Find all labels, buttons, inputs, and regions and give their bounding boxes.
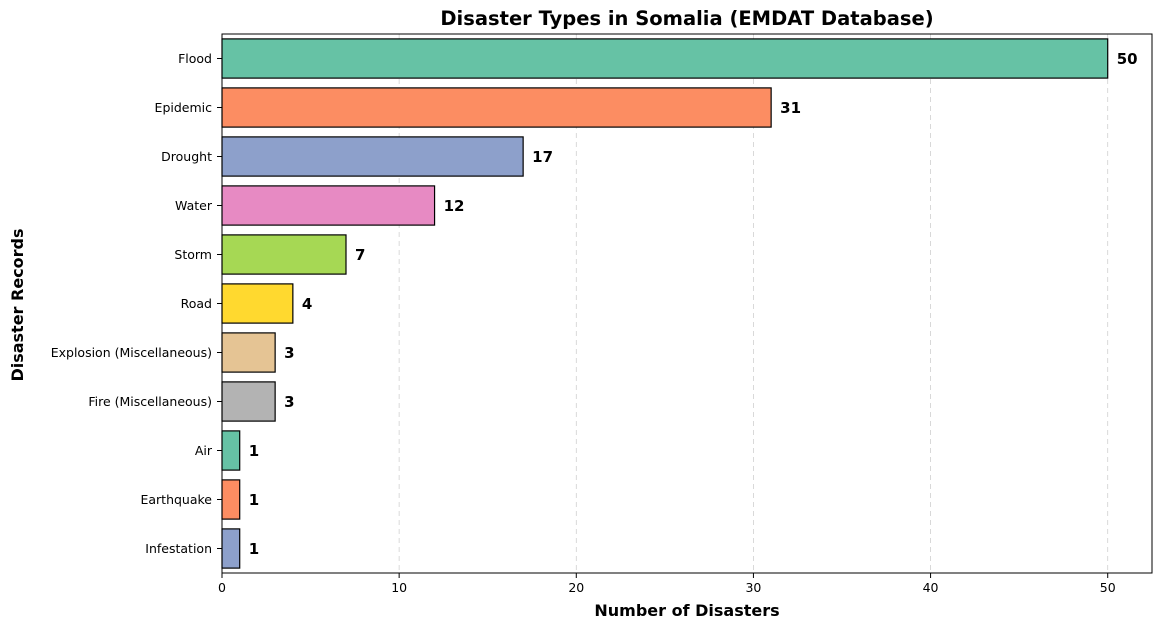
- y-tick-label: Epidemic: [155, 100, 213, 115]
- bar-explosion-miscellaneous: [221, 332, 276, 373]
- data-label: 1: [249, 491, 259, 509]
- bar-flood: [221, 38, 1109, 79]
- x-tick-label: 10: [391, 580, 407, 595]
- y-tick-label: Air: [195, 443, 213, 458]
- data-label: 1: [249, 442, 259, 460]
- data-label: 1: [249, 540, 259, 558]
- y-tick-label: Infestation: [145, 541, 212, 556]
- bar-storm: [221, 234, 347, 275]
- bar-drought: [221, 136, 524, 177]
- y-axis-ticks: Flood Epidemic Drought Water Storm Road Explos…: [51, 51, 222, 556]
- x-tick-label: 0: [218, 580, 226, 595]
- data-label: 12: [444, 197, 465, 215]
- y-tick-label: Flood: [178, 51, 212, 66]
- bar-water: [221, 185, 436, 226]
- y-tick-label: Drought: [161, 149, 212, 164]
- x-axis-ticks: 0 10 20 30 40 50: [218, 573, 1116, 595]
- y-tick-label: Water: [175, 198, 213, 213]
- x-tick-label: 50: [1100, 580, 1116, 595]
- y-tick-label: Explosion (Miscellaneous): [51, 345, 212, 360]
- bar-epidemic: [221, 87, 772, 128]
- data-label: 4: [302, 295, 312, 313]
- x-axis-title: Number of Disasters: [594, 601, 779, 620]
- data-label: 7: [355, 246, 365, 264]
- data-label: 3: [284, 344, 294, 362]
- bars: [221, 38, 1109, 569]
- x-tick-label: 40: [923, 580, 939, 595]
- y-axis-title: Disaster Records: [8, 228, 27, 381]
- y-tick-label: Storm: [174, 247, 212, 262]
- x-tick-label: 20: [568, 580, 584, 595]
- bar-air: [221, 430, 241, 471]
- x-tick-label: 30: [745, 580, 761, 595]
- y-tick-label: Fire (Miscellaneous): [88, 394, 212, 409]
- data-label: 17: [532, 148, 553, 166]
- y-tick-label: Earthquake: [140, 492, 212, 507]
- bar-road: [221, 283, 294, 324]
- bar-fire-miscellaneous: [221, 381, 276, 422]
- y-tick-label: Road: [181, 296, 212, 311]
- data-label: 50: [1117, 50, 1138, 68]
- bar-infestation: [221, 528, 241, 569]
- data-label: 31: [780, 99, 801, 117]
- data-label: 3: [284, 393, 294, 411]
- chart-title: Disaster Types in Somalia (EMDAT Databas…: [440, 7, 933, 30]
- bar-earthquake: [221, 479, 241, 520]
